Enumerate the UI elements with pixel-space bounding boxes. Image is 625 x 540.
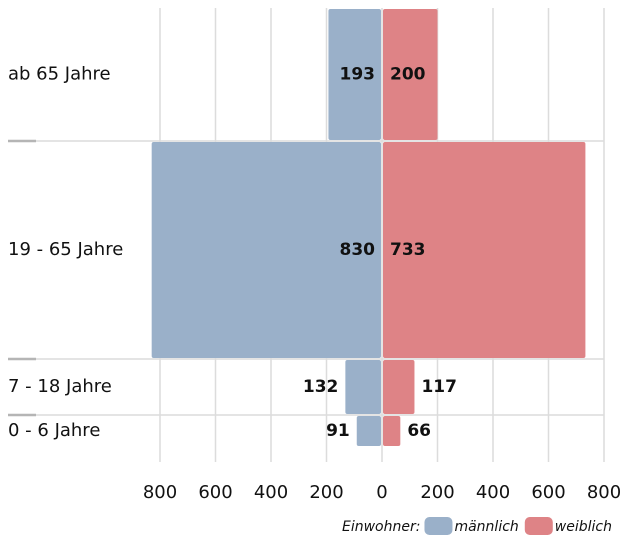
bar [356,416,381,446]
bar [383,360,415,414]
category-label: 19 - 65 Jahre [8,239,123,260]
value-label: 733 [390,240,426,260]
value-label: 193 [340,65,376,85]
bar [383,142,586,358]
value-label: 91 [326,421,350,441]
legend-title: Einwohner: [342,519,420,535]
legend-label: weiblich [555,519,612,535]
bar [151,142,381,358]
x-tick-label: 800 [587,482,621,503]
bar [383,9,438,140]
legend-label: männlich [454,519,518,535]
x-tick-label: 600 [531,482,565,503]
legend-swatch [424,517,453,535]
bar [328,9,381,140]
x-tick-label: 800 [143,482,177,503]
value-label: 66 [407,421,431,441]
category-label: 7 - 18 Jahre [8,376,112,397]
value-label: 830 [340,240,376,260]
value-label: 132 [303,377,339,397]
x-tick-label: 0 [376,482,387,503]
legend: Einwohner: männlich weiblich [342,517,612,535]
category-label: ab 65 Jahre [8,64,111,85]
category-label: 0 - 6 Jahre [8,420,100,441]
x-tick-label: 600 [198,482,232,503]
x-tick-label: 400 [254,482,288,503]
x-tick-label: 200 [420,482,454,503]
bar [383,416,401,446]
legend-swatch [524,517,553,535]
value-label: 117 [421,377,457,397]
value-label: 200 [390,65,426,85]
bar [345,360,381,414]
x-tick-label: 400 [476,482,510,503]
x-tick-label: 200 [309,482,343,503]
